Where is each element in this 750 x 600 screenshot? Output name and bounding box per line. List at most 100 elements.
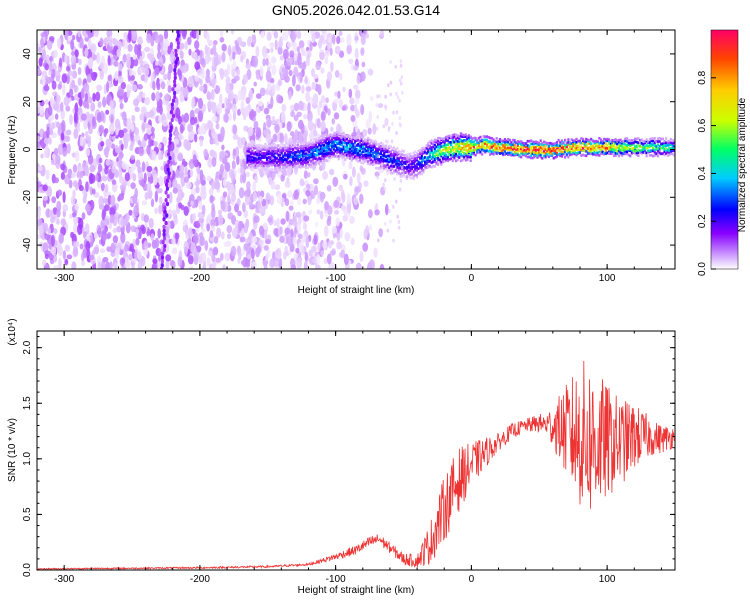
heat-cell [160,263,164,268]
heat-cell [427,150,430,153]
heat-cell [108,35,114,47]
heat-cell [673,153,675,157]
heat-cell [202,261,207,269]
heat-cell [298,100,304,111]
heat-cell [510,153,513,157]
heat-cell [445,146,448,150]
heat-cell [283,153,287,157]
heat-cell [393,177,396,181]
heat-cell [146,182,152,194]
heat-cell [222,178,227,187]
heat-cell [151,92,156,102]
heat-cell [445,139,448,142]
heat-cell [591,152,594,155]
heat-cell [74,49,79,58]
heat-cell [464,152,467,156]
heat-cell [99,37,104,47]
heat-cell [109,100,114,109]
heat-cell [350,143,353,147]
heat-cell [282,251,287,260]
heat-cell [167,175,171,180]
heat-cell [134,43,139,55]
heat-cell [159,105,163,115]
heat-cell [412,175,415,178]
heat-cell [634,146,637,150]
heat-cell [389,80,393,85]
heat-cell [407,165,410,169]
heat-cell [378,94,382,99]
heat-cell [40,153,44,159]
heat-cell [270,149,273,153]
heat-cell [603,137,606,141]
heat-cell [326,253,332,265]
heat-cell [639,151,642,154]
heat-cell [513,147,516,150]
heat-cell [311,141,314,144]
heat-cell [262,168,265,171]
heat-cell [303,50,309,57]
heat-cell [484,147,487,150]
heat-cell [593,148,596,151]
heat-cell [482,149,485,152]
heat-cell [260,30,265,39]
heat-cell [337,139,340,143]
heat-cell [611,141,614,145]
heat-cell [359,193,364,204]
heat-cell [359,250,364,263]
heat-cell [384,144,388,148]
heat-cell [276,94,282,104]
heat-cell [37,234,41,240]
heat-cell [655,140,658,144]
heat-cell [279,168,282,172]
heat-cell [198,135,204,142]
heat-cell [104,204,110,212]
heat-cell [303,146,306,149]
heat-cell [666,143,669,147]
heat-cell [507,153,510,156]
heat-cell [176,30,180,35]
heat-cell [523,142,526,145]
heat-cell [132,173,137,182]
heat-cell [257,156,260,160]
heat-cell [309,160,313,163]
heat-cell [354,35,359,41]
heat-cell [82,196,87,204]
heat-cell [557,153,560,156]
heat-cell [331,151,334,154]
heat-cell [656,154,660,158]
heat-cell [144,67,150,77]
heat-cell [407,160,410,163]
heat-cell [479,145,482,149]
heat-cell [133,98,139,107]
heat-cell [397,162,401,166]
heat-cell [376,142,379,146]
heat-cell [360,145,363,149]
heat-cell [162,236,167,241]
heat-cell [256,161,259,164]
heat-cell [304,251,308,262]
heat-cell [639,140,642,144]
heat-cell [450,141,453,144]
heat-cell [352,151,355,155]
heat-cell [42,184,48,192]
heat-cell [399,81,403,86]
heat-cell [333,98,340,104]
heat-cell [575,151,578,155]
heat-cell [187,228,193,239]
heat-cell [603,141,606,145]
heat-cell [560,146,563,150]
heat-cell [338,50,345,58]
heat-cell [209,230,214,238]
heat-cell [383,158,386,162]
heat-cell [601,152,604,156]
heat-cell [635,151,638,155]
heat-cell [63,96,70,107]
heat-cell [70,39,75,51]
heat-cell [191,30,198,39]
heat-cell [451,159,454,163]
heat-cell [573,146,576,150]
heat-cell [656,150,660,153]
heat-cell [518,149,521,152]
heat-cell [593,150,596,154]
heat-cell [295,211,302,218]
